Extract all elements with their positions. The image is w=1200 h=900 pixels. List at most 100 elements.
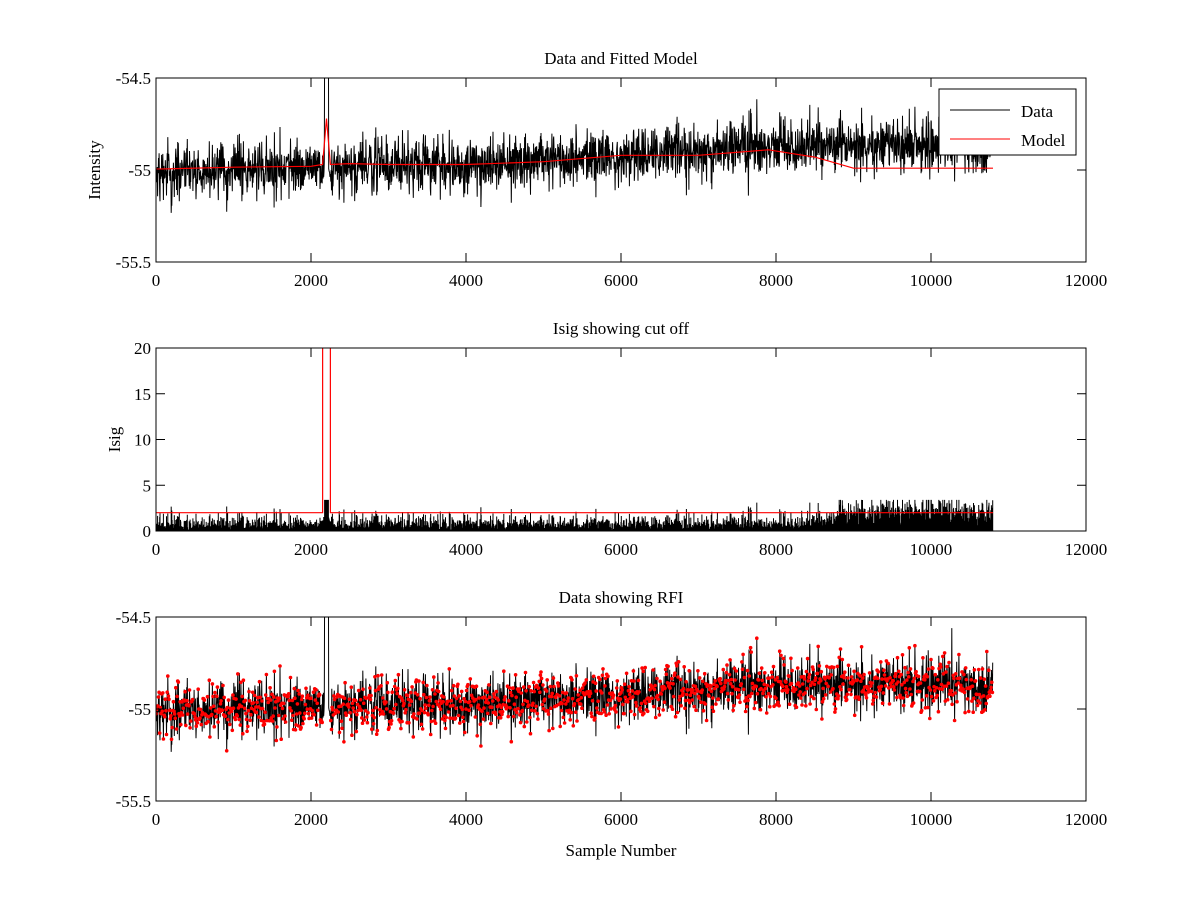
data-point-marker [418, 696, 422, 701]
data-point-marker [757, 671, 762, 676]
data-point-marker [844, 697, 849, 702]
data-point-marker [402, 688, 407, 692]
data-point-marker [317, 693, 322, 697]
data-point-marker [777, 649, 782, 653]
data-point-marker [737, 688, 741, 692]
data-point-marker [740, 660, 744, 664]
data-point-marker [972, 668, 977, 672]
data-point-marker [605, 703, 610, 707]
data-point-marker [747, 674, 752, 678]
data-point-marker [205, 694, 210, 699]
data-point-marker [188, 726, 192, 730]
data-point-marker [359, 708, 364, 713]
data-point-marker [621, 702, 625, 707]
data-point-marker [300, 694, 305, 698]
data-point-marker [790, 668, 794, 673]
data-point-marker [390, 690, 395, 694]
data-point-marker [557, 694, 562, 698]
data-point-marker [467, 708, 471, 712]
data-point-marker [579, 695, 584, 700]
data-point-marker [665, 681, 670, 685]
data-point-marker [670, 707, 675, 711]
data-point-marker [169, 737, 174, 742]
x-tick-label: 0 [152, 810, 161, 829]
data-point-marker [559, 708, 564, 713]
data-point-marker [372, 715, 377, 720]
data-point-marker [682, 665, 686, 669]
data-point-marker [759, 666, 764, 670]
data-point-marker [802, 677, 807, 681]
data-point-marker [371, 708, 375, 713]
data-point-marker [835, 664, 840, 669]
data-point-marker [274, 738, 279, 743]
data-point-marker [475, 734, 480, 738]
data-point-marker [487, 683, 491, 687]
data-point-marker [732, 703, 736, 708]
data-point-marker [713, 679, 717, 683]
data-point-marker [903, 686, 908, 691]
data-point-marker [945, 664, 949, 669]
data-point-marker [578, 702, 583, 706]
data-point-marker [476, 703, 481, 707]
data-point-marker [905, 678, 909, 682]
data-point-marker [986, 668, 991, 672]
data-point-marker [797, 684, 802, 688]
data-point-marker [365, 715, 369, 719]
data-point-marker [923, 678, 927, 682]
data-point-marker [928, 716, 932, 721]
data-point-marker [535, 711, 540, 716]
data-point-marker [415, 693, 420, 697]
data-point-marker [811, 667, 815, 672]
data-point-marker [482, 706, 486, 710]
data-point-marker [862, 672, 866, 677]
data-point-marker [245, 729, 249, 734]
data-point-marker [815, 671, 820, 676]
data-point-marker [616, 725, 621, 729]
data-point-marker [522, 724, 527, 729]
data-point-marker [502, 698, 507, 702]
data-point-marker [211, 694, 215, 699]
data-point-marker [932, 688, 937, 693]
data-point-marker [731, 708, 735, 713]
data-point-marker [656, 697, 660, 702]
data-point-marker [526, 703, 531, 707]
data-point-marker [849, 675, 854, 679]
data-point-marker [316, 708, 320, 713]
data-point-marker [396, 672, 401, 677]
data-point-marker [161, 737, 166, 741]
data-point-marker [572, 702, 577, 706]
data-point-marker [671, 682, 675, 686]
data-point-marker [270, 692, 274, 697]
data-point-marker [421, 680, 426, 685]
data-point-marker [211, 704, 216, 708]
data-point-marker [984, 701, 988, 706]
data-point-marker [220, 708, 225, 713]
data-point-marker [760, 678, 765, 683]
data-point-marker [784, 680, 788, 684]
data-point-marker [384, 700, 388, 704]
data-point-marker [379, 673, 384, 677]
data-point-marker [703, 702, 708, 706]
y-tick-label: -55 [128, 161, 151, 180]
x-tick-label: 10000 [910, 540, 953, 559]
data-point-marker [239, 704, 244, 709]
data-point-marker [931, 666, 935, 671]
data-point-marker [428, 695, 432, 699]
data-point-marker [283, 714, 287, 718]
data-point-marker [451, 703, 455, 708]
data-point-marker [420, 708, 424, 713]
data-point-marker [789, 656, 793, 661]
data-point-marker [876, 670, 881, 674]
data-point-marker [306, 693, 310, 698]
data-point-marker [297, 692, 302, 696]
data-point-marker [176, 680, 181, 684]
data-point-marker [315, 701, 320, 706]
data-point-marker [615, 679, 620, 683]
data-point-marker [481, 717, 486, 721]
data-point-marker [627, 692, 632, 697]
data-point-marker [904, 690, 908, 695]
data-point-marker [693, 684, 698, 689]
data-point-marker [206, 719, 210, 724]
data-point-marker [777, 703, 781, 708]
